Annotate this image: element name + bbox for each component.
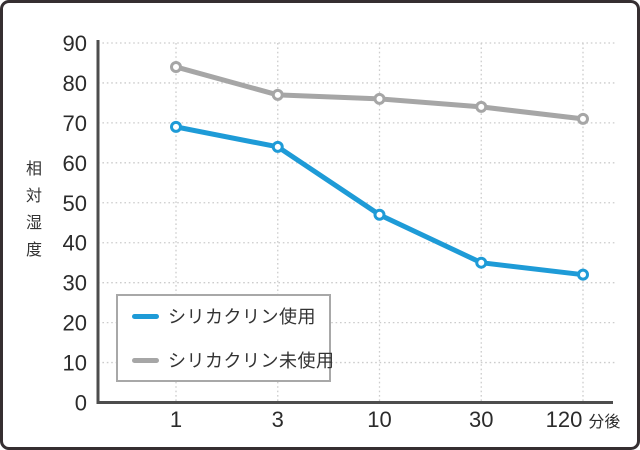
x-axis-unit-suffix: 分後 — [588, 413, 620, 431]
line-chart: 0 10 20 30 40 50 60 70 80 90 1 3 10 30 120 分後 — [63, 31, 621, 432]
data-point-marker — [475, 100, 488, 113]
y-tick-label: 70 — [63, 111, 87, 136]
legend-swatch-blue — [132, 313, 159, 319]
data-point-marker — [373, 92, 386, 105]
data-point-marker — [577, 268, 589, 281]
data-point-marker — [577, 112, 589, 125]
y-tick-label: 10 — [63, 351, 87, 376]
y-tick-label: 40 — [63, 231, 87, 256]
x-tick-label: 30 — [469, 407, 493, 432]
legend-label-unused: シリカクリン未使用 — [168, 351, 335, 371]
legend-label-used: シリカクリン使用 — [168, 307, 316, 327]
y-tick-label: 20 — [63, 311, 87, 336]
legend-swatch-gray — [132, 357, 159, 363]
legend-item-unused: シリカクリン未使用 — [132, 347, 334, 373]
y-tick-label: 60 — [63, 151, 87, 176]
y-tick-label: 90 — [63, 31, 87, 56]
legend-item-used: シリカクリン使用 — [132, 303, 329, 329]
y-tick-label: 0 — [75, 391, 87, 416]
data-point-marker — [271, 88, 284, 101]
data-point-marker — [475, 256, 488, 269]
x-tick-label: 10 — [367, 407, 391, 432]
data-point-marker — [373, 208, 386, 221]
x-tick-label: 3 — [272, 407, 284, 432]
data-point-marker — [170, 120, 182, 133]
y-tick-label: 30 — [63, 271, 87, 296]
data-point-marker — [271, 140, 284, 153]
y-axis-title: 相対湿度 — [23, 160, 40, 268]
legend: シリカクリン使用 シリカクリン未使用 — [116, 294, 334, 382]
x-tick-label: 1 — [170, 407, 182, 432]
x-tick-label: 120 分後 — [546, 407, 621, 432]
y-tick-label: 50 — [63, 191, 87, 216]
y-tick-label: 80 — [63, 71, 87, 96]
data-point-marker — [170, 60, 182, 73]
